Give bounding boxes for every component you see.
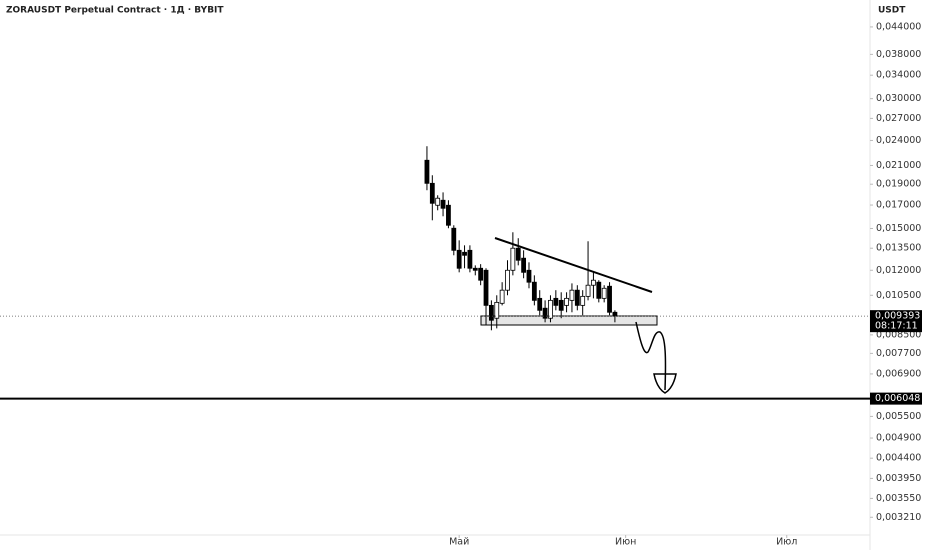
candle-body bbox=[537, 297, 543, 311]
candle-body bbox=[521, 257, 527, 273]
y-tick-label: 0,003550 bbox=[876, 493, 921, 504]
y-tick-label: 0,010500 bbox=[876, 290, 921, 301]
candle-body bbox=[542, 307, 548, 319]
candle-body bbox=[564, 297, 569, 306]
candle-body bbox=[424, 159, 430, 184]
candle-body bbox=[505, 269, 510, 291]
last-price-label: 0,009393 bbox=[875, 311, 920, 322]
candle-body bbox=[553, 297, 559, 306]
price-label: 0,006048 bbox=[875, 393, 920, 404]
plot: 0,044000 0,038000 0,034000 0,030000 0,027000… bbox=[0, 21, 922, 548]
y-tick-label: 0,008500 bbox=[876, 329, 921, 340]
trend-line bbox=[494, 237, 653, 293]
candle-body bbox=[515, 247, 521, 261]
candle-body bbox=[596, 281, 602, 299]
candle-body bbox=[526, 269, 532, 283]
y-tick-label: 0,030000 bbox=[876, 93, 921, 104]
chart-title: ZORAUSDT Perpetual Contract · 1Д · BYBIT bbox=[6, 6, 224, 16]
support-zone bbox=[480, 315, 658, 326]
candle-body bbox=[499, 289, 505, 304]
y-tick-label: 0,015000 bbox=[876, 223, 921, 234]
candle-body bbox=[429, 182, 435, 204]
y-tick-label: 0,021000 bbox=[876, 160, 921, 171]
candle-body bbox=[558, 299, 564, 311]
candle-body bbox=[569, 289, 575, 301]
candle-body bbox=[585, 284, 591, 297]
candle-body bbox=[494, 301, 500, 319]
y-tick-label: 0,038000 bbox=[876, 49, 921, 60]
y-tick-label: 0,017000 bbox=[876, 200, 921, 211]
candle-body bbox=[488, 304, 494, 321]
x-tick-label: Июн bbox=[615, 537, 636, 548]
y-tick-label: 0,034000 bbox=[876, 70, 921, 81]
candle-body bbox=[451, 227, 457, 251]
y-tick-label: 0,006900 bbox=[876, 368, 921, 379]
candle-body bbox=[591, 279, 596, 286]
last-price-box bbox=[870, 310, 922, 333]
countdown: 08:17:11 bbox=[875, 321, 918, 332]
candle-body bbox=[601, 287, 607, 299]
candle-body bbox=[531, 281, 537, 301]
candle-body bbox=[462, 251, 467, 256]
candle-body bbox=[483, 269, 489, 306]
x-tick-label: Июл bbox=[776, 537, 797, 548]
candle-body bbox=[574, 289, 580, 306]
y-tick-label: 0,003210 bbox=[876, 512, 921, 523]
price-label-box bbox=[870, 392, 922, 405]
y-tick-label: 0,027000 bbox=[876, 113, 921, 124]
candle-body bbox=[435, 197, 441, 206]
y-tick-label: 0,005500 bbox=[876, 411, 921, 422]
arrow-head bbox=[653, 373, 677, 394]
y-tick-label: 0,019000 bbox=[876, 179, 921, 190]
y-axis-title: USDT bbox=[878, 6, 906, 16]
candle-body bbox=[607, 285, 612, 313]
candle-body bbox=[440, 199, 446, 209]
y-tick-label: 0,044000 bbox=[876, 21, 921, 32]
y-tick-label: 0,012000 bbox=[876, 265, 921, 276]
candle-body bbox=[472, 267, 478, 271]
y-tick-label: 0,007700 bbox=[876, 348, 921, 359]
y-tick-label: 0,003950 bbox=[876, 473, 921, 484]
y-tick-label: 0,004900 bbox=[876, 433, 921, 444]
y-tick-label: 0,004400 bbox=[876, 453, 921, 464]
y-tick-label: 0,024000 bbox=[876, 135, 921, 146]
candle-body bbox=[548, 299, 553, 319]
candle-body bbox=[446, 204, 451, 226]
candle-body bbox=[510, 247, 516, 271]
candle-body bbox=[467, 249, 473, 269]
candle-body bbox=[456, 249, 462, 269]
x-tick-label: Май bbox=[449, 537, 469, 548]
candle-body bbox=[612, 311, 618, 317]
y-tick-label: 0,013500 bbox=[876, 243, 921, 254]
projection-arrow bbox=[635, 321, 667, 391]
candle-body bbox=[478, 267, 484, 281]
candle-body bbox=[580, 295, 586, 306]
